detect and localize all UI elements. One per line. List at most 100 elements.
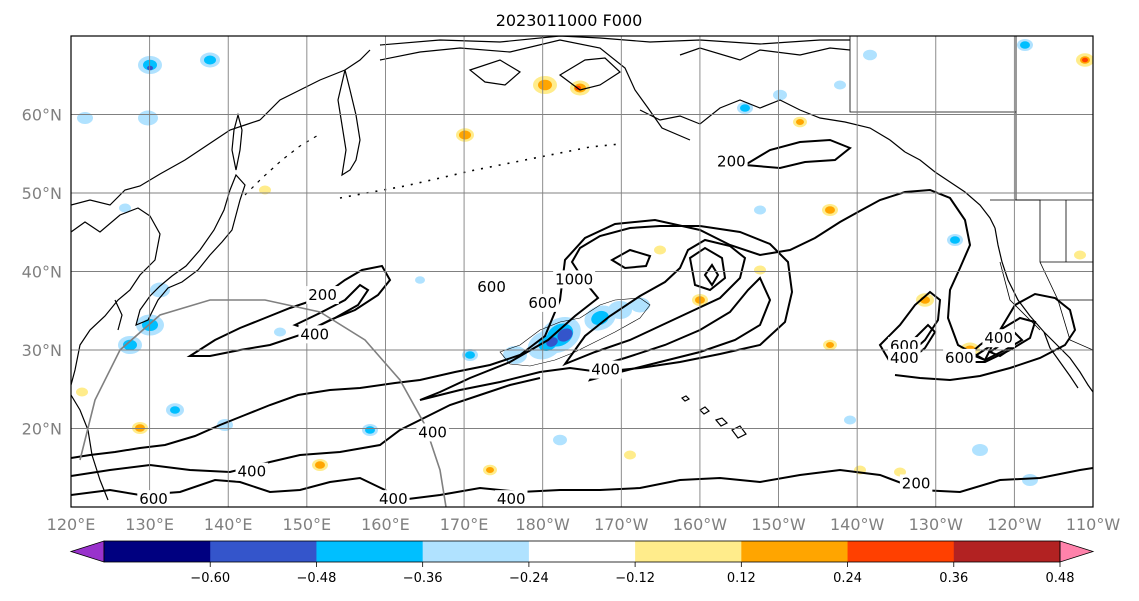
- contour-label: 1000: [555, 270, 593, 288]
- contour-label-bg: [306, 286, 339, 305]
- contour-label: 600: [528, 294, 557, 312]
- longitude-label: 140°E: [204, 515, 253, 534]
- longitude-label: 110°W: [1066, 515, 1121, 534]
- anomaly-patch: [773, 89, 787, 101]
- longitude-label: 120°W: [987, 515, 1042, 534]
- anomaly-patch: [740, 104, 750, 112]
- contour-label-bg: [475, 278, 508, 297]
- anomaly-patch: [1022, 474, 1038, 486]
- anomaly-patch: [1020, 41, 1030, 49]
- contour-label-bg: [526, 293, 559, 312]
- colorbar-tick-label: −0.60: [190, 571, 230, 586]
- contour-label-bg: [553, 270, 596, 289]
- contour-label: 400: [379, 490, 408, 508]
- anomaly-patch: [150, 282, 170, 298]
- colorbar-tick-label: −0.48: [297, 571, 337, 586]
- contour-label: 400: [890, 349, 919, 367]
- anomaly-patch: [844, 415, 856, 425]
- anomaly-patch: [754, 205, 766, 215]
- colorbar-swatch: [953, 541, 1061, 562]
- colorbar-tick-label: 0.24: [833, 571, 862, 586]
- contour-label-bg: [298, 325, 331, 344]
- contour-label-bg: [137, 490, 170, 507]
- anomaly-patch: [825, 206, 835, 214]
- longitude-label: 150°W: [751, 515, 806, 534]
- contour-label: 200: [308, 286, 337, 304]
- colorbar-extend-low: [69, 540, 105, 563]
- latitude-label: 40°N: [22, 263, 62, 282]
- colorbar-extend-high: [1059, 540, 1095, 563]
- contour-label-bg: [416, 423, 449, 442]
- longitude-labels: 120°E 130°E 140°E 150°E 160°E 170°E 180°W 170°W…: [47, 515, 1121, 534]
- contour-label: 600: [945, 349, 974, 367]
- colorbar-swatch: [528, 541, 636, 562]
- colorbar-tick-label: 0.36: [939, 571, 968, 586]
- contour-label: 400: [984, 329, 1013, 347]
- contour-label-bg: [715, 152, 748, 171]
- anomaly-patch: [77, 112, 93, 124]
- longitude-label: 160°E: [361, 515, 410, 534]
- contour-label-bg: [899, 474, 933, 493]
- shading-outline: [499, 297, 651, 367]
- longitude-label: 170°W: [594, 515, 649, 534]
- anomaly-patch: [863, 49, 877, 61]
- anomaly-patch: [204, 55, 216, 65]
- anomaly-patch: [557, 328, 573, 342]
- colorbar-swatch: [635, 541, 742, 562]
- contour-label-bg: [589, 360, 622, 379]
- colorbar-tick-label: −0.36: [403, 571, 443, 586]
- contour-label: 200: [902, 474, 931, 492]
- anomaly-patch: [135, 424, 145, 432]
- longitude-label: 170°E: [440, 515, 489, 534]
- colorbar-tick-label: −0.12: [615, 571, 655, 586]
- longitude-label: 150°E: [283, 515, 332, 534]
- anomaly-patch: [826, 342, 834, 348]
- anomaly-patch: [486, 467, 494, 473]
- anomaly-patch: [894, 467, 906, 477]
- anomaly-patch: [624, 450, 636, 460]
- anomaly-patch: [119, 203, 131, 213]
- contour-label: 400: [497, 490, 526, 508]
- longitude-label: 130°W: [909, 515, 964, 534]
- contour-label-bg: [982, 329, 1015, 348]
- anomaly-patch: [415, 276, 425, 284]
- longitude-label: 180°W: [516, 515, 571, 534]
- colorbar-swatch: [741, 541, 849, 562]
- contour-label-bg: [943, 348, 976, 367]
- contour-label: 400: [591, 361, 620, 379]
- anomaly-patch: [123, 339, 137, 351]
- anomaly-patch: [972, 444, 988, 456]
- colorbar: −0.60 −0.48 −0.36 −0.24 −0.12 0.12 0.24 0.36 0.4…: [69, 540, 1095, 586]
- anomaly-patch: [274, 327, 286, 337]
- colorbar-tick-label: 0.12: [727, 571, 756, 586]
- latitude-label: 30°N: [22, 341, 62, 360]
- contour-label: 400: [418, 423, 447, 441]
- colorbar-swatch: [422, 541, 530, 562]
- map-frame: [70, 35, 1094, 508]
- contour-label: 400: [300, 325, 329, 343]
- colorbar-frame: [103, 540, 1061, 563]
- map-panel: 200 400 600 600 1000 400 400 400 400 400 600 200 600…: [22, 35, 1121, 534]
- latitude-label: 50°N: [22, 184, 62, 203]
- colorbar-tick-label: −0.24: [509, 571, 549, 586]
- latitude-labels: 20°N 30°N 40°N 50°N 60°N: [22, 106, 62, 439]
- contour-label: 600: [477, 278, 506, 296]
- anomaly-patch: [259, 185, 271, 195]
- longitude-label: 160°W: [673, 515, 728, 534]
- longitude-label: 140°W: [830, 515, 885, 534]
- anomaly-patch: [538, 79, 552, 91]
- contour-label-bg: [235, 462, 269, 481]
- contour-label-layer: 200 400 600 600 1000 400 400 400 400 400 600 200 600…: [137, 152, 1015, 508]
- anomaly-patch: [465, 351, 475, 359]
- contour-label: 200: [717, 153, 746, 171]
- contour-label: 600: [139, 490, 168, 508]
- anomaly-patch: [138, 110, 158, 126]
- colorbar-swatch: [316, 541, 424, 562]
- colorbar-swatch: [847, 541, 955, 562]
- anomaly-patch: [950, 236, 960, 244]
- colorbar-tick-label: 0.48: [1046, 571, 1075, 586]
- anomaly-patch: [170, 406, 180, 414]
- anomaly-patch: [315, 461, 325, 469]
- contour-label-bg: [888, 348, 921, 367]
